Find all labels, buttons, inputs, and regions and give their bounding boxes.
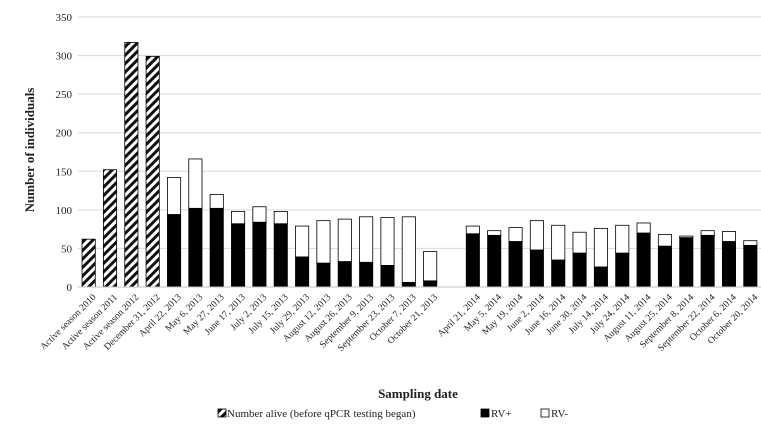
bar-rv-neg <box>316 220 331 264</box>
bar-rv-pos <box>615 252 630 288</box>
legend-label-hatched: Number alive (before qPCR testing began) <box>227 408 416 420</box>
bar-rv-neg <box>593 227 608 268</box>
bar-rv-neg <box>337 218 352 262</box>
bar-rv-pos <box>572 252 587 288</box>
bar-rv-neg <box>295 225 310 258</box>
legend-swatch-rv-pos <box>480 408 490 418</box>
bar-rv-pos <box>465 233 480 288</box>
bars <box>81 42 758 288</box>
y-tick-label: 50 <box>61 243 73 255</box>
legend-swatch-hatched <box>217 408 227 418</box>
bar-rv-pos <box>359 261 374 288</box>
bar-rv-neg <box>679 235 694 239</box>
bar-rv-pos <box>487 234 502 288</box>
bar-rv-neg <box>359 216 374 263</box>
bar-rv-neg <box>551 224 566 261</box>
bar-rv-neg <box>423 251 438 282</box>
bar-rv-neg <box>700 230 715 236</box>
bar-alive <box>81 238 96 288</box>
bar-alive <box>124 42 139 288</box>
bar-rv-pos <box>231 223 246 288</box>
bar-rv-pos <box>529 249 544 288</box>
bar-rv-pos <box>636 232 651 288</box>
bar-rv-pos <box>657 245 672 288</box>
bar-rv-neg <box>380 217 395 266</box>
bar-rv-pos <box>273 223 288 288</box>
bar-rv-neg <box>743 240 758 246</box>
y-tick-label: 100 <box>56 205 73 217</box>
bar-rv-neg <box>209 194 224 209</box>
bar-rv-neg <box>252 206 267 223</box>
x-axis-label: Sampling date <box>378 386 458 401</box>
bar-rv-pos <box>401 281 416 288</box>
bar-rv-pos <box>295 256 310 288</box>
bar-alive <box>102 169 118 288</box>
y-tick-label: 300 <box>56 51 73 63</box>
legend: Number alive (before qPCR testing began)… <box>217 408 568 420</box>
y-tick-label: 150 <box>56 166 73 178</box>
legend-item-rv-neg: RV- <box>540 408 568 420</box>
bar-rv-pos <box>167 214 182 288</box>
bar-rv-neg <box>721 231 737 242</box>
y-tick-label: 200 <box>56 128 73 140</box>
bar-alive <box>145 55 160 288</box>
bar-rv-neg <box>487 230 502 236</box>
bar-rv-neg <box>529 220 544 251</box>
y-tick-label: 350 <box>56 12 73 24</box>
legend-label-rv-pos: RV+ <box>491 408 512 420</box>
bar-rv-neg <box>465 225 480 235</box>
y-axis-label: Number of individuals <box>22 88 37 213</box>
legend-item-hatched: Number alive (before qPCR testing began) <box>217 408 416 420</box>
legend-label-rv-neg: RV- <box>551 408 568 420</box>
bar-rv-pos <box>380 264 395 288</box>
bar-rv-pos <box>593 266 608 288</box>
bar-rv-pos <box>337 261 352 288</box>
bar-rv-neg <box>508 227 523 242</box>
bar-rv-pos <box>508 241 523 288</box>
bar-rv-pos <box>700 234 715 288</box>
bar-rv-neg <box>273 210 288 225</box>
bar-rv-neg <box>188 158 203 209</box>
bar-rv-neg <box>167 177 182 215</box>
bar-rv-neg <box>615 224 630 254</box>
y-tick-label: 0 <box>67 282 73 294</box>
legend-item-rv-pos: RV+ <box>480 408 512 420</box>
bar-rv-neg <box>401 216 416 283</box>
y-tick-label: 250 <box>56 89 73 101</box>
bar-rv-neg <box>657 234 672 247</box>
bar-rv-pos <box>551 259 566 288</box>
bar-rv-pos <box>721 241 737 288</box>
bar-rv-neg <box>231 210 246 225</box>
bar-rv-pos <box>743 244 758 288</box>
legend-swatch-rv-neg <box>540 408 550 418</box>
bar-rv-pos <box>252 221 267 288</box>
bar-rv-neg <box>636 222 651 234</box>
bar-rv-pos <box>679 237 694 288</box>
bar-rv-pos <box>316 262 331 288</box>
bar-rv-neg <box>572 231 587 254</box>
bar-rv-pos <box>209 207 224 288</box>
bar-rv-pos <box>423 280 438 288</box>
bar-rv-pos <box>188 207 203 288</box>
